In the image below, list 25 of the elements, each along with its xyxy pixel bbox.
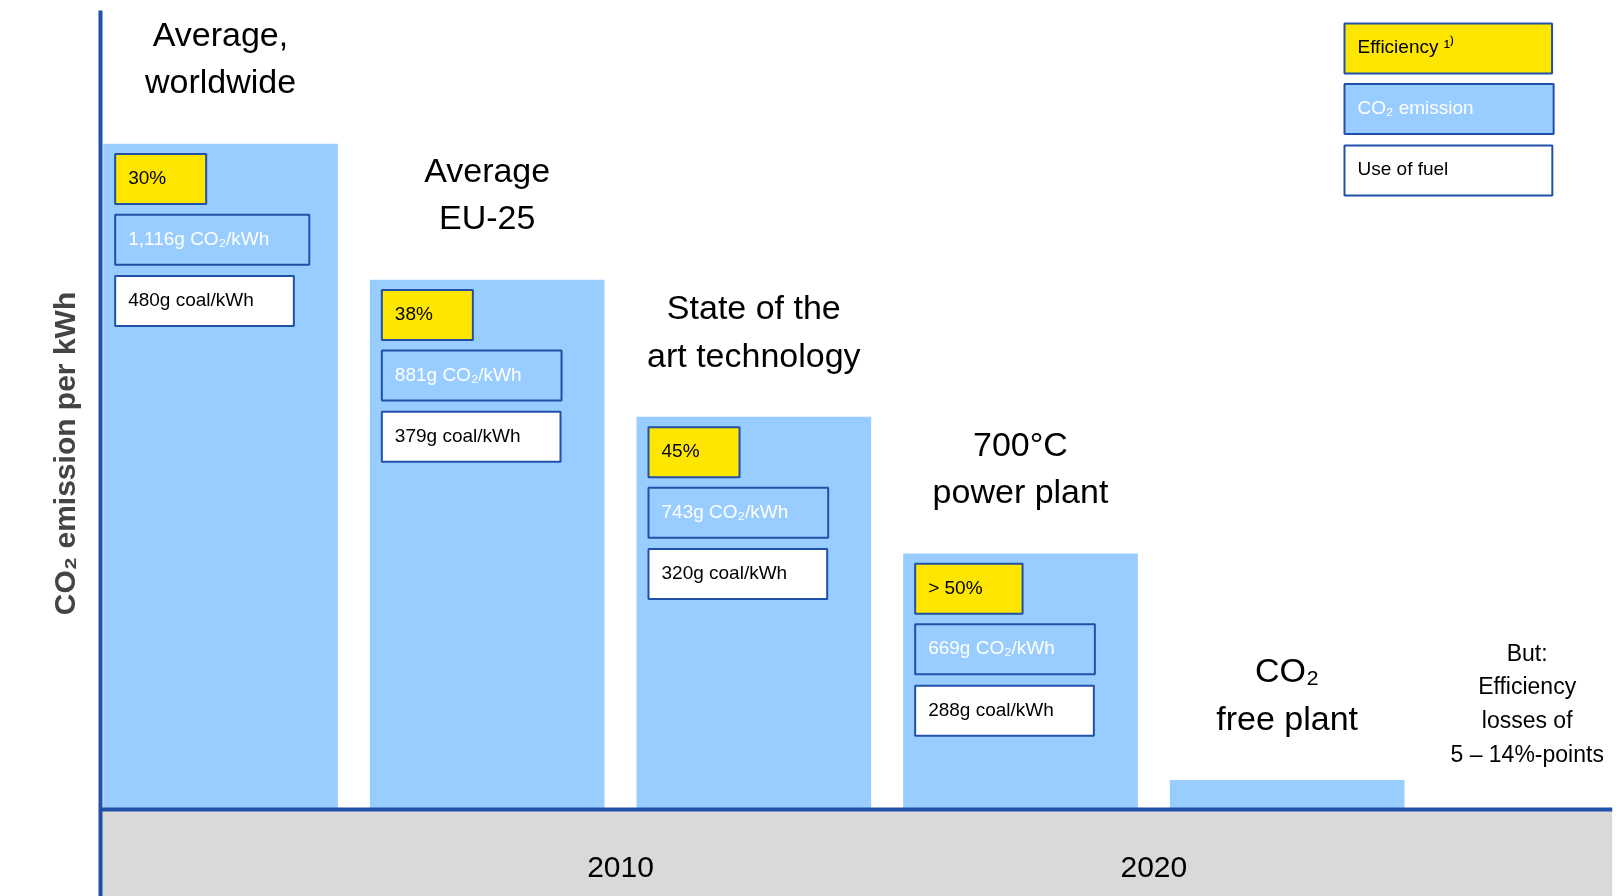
annotation: 30% <box>128 167 167 189</box>
annotation: Average EU-25 <box>424 150 551 237</box>
annotation: Use of fuel <box>1357 158 1449 180</box>
annotation: 288g coal/kWh <box>928 698 1054 720</box>
text: CO₂ emission <box>1357 97 1474 119</box>
annotation: 320g coal/kWh <box>661 562 788 584</box>
text: Efficiency ¹⁾ <box>1357 35 1455 58</box>
annotation: But: Efficiency losses of 5 – 14%-points <box>1450 639 1604 768</box>
text: 2020 <box>1120 849 1188 883</box>
annotation: 700°C power plant <box>932 424 1109 511</box>
annotation: 1,116g CO₂/kWh <box>128 227 270 249</box>
annotation: 480g coal/kWh <box>128 288 254 310</box>
annotation: > 50% <box>928 576 983 598</box>
annotation: 669g CO₂/kWh <box>928 637 1055 659</box>
annotation: State of the art technology <box>647 288 861 374</box>
bar <box>1169 779 1405 810</box>
text: 2010 <box>587 849 654 883</box>
annotation: 743g CO₂/kWh <box>661 500 789 522</box>
y-axis-title: CO₂ emission per kWh <box>47 291 81 616</box>
annotation: CO₂ free plant <box>1216 651 1359 737</box>
annotation: 38% <box>394 302 433 324</box>
text: Average, worldwide <box>143 14 297 101</box>
annotation: 379g coal/kWh <box>394 424 521 446</box>
annotation: 881g CO₂/kWh <box>394 363 522 385</box>
annotation: 45% <box>661 440 700 462</box>
